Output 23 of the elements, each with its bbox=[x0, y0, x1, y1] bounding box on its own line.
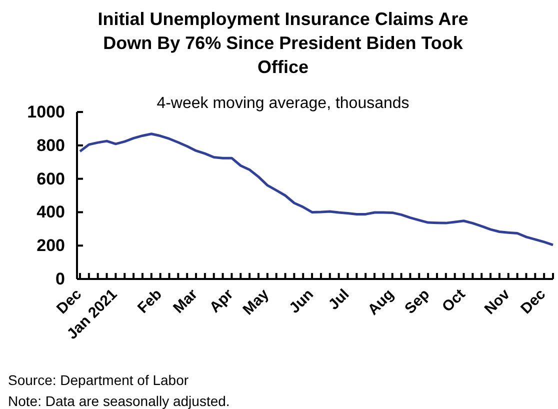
source-note: Source: Department of Labor bbox=[8, 372, 189, 388]
x-tick-label: Aug bbox=[364, 286, 398, 319]
line-series bbox=[78, 132, 554, 246]
text: Note: Data are seasonally adjusted. bbox=[8, 393, 230, 409]
y-tick-label: 200 bbox=[36, 236, 65, 256]
x-tick-label: Oct bbox=[438, 286, 469, 316]
y-tick-label: 0 bbox=[56, 269, 65, 288]
x-tick-label: Jul bbox=[325, 286, 353, 314]
x-tick-label: Nov bbox=[481, 285, 514, 318]
chart-subtitle: 4-week moving average, thousands bbox=[156, 95, 410, 112]
x-tick-label: Jun bbox=[286, 286, 317, 317]
x-tick-label: Sep bbox=[402, 286, 434, 318]
y-tick-label: 400 bbox=[36, 202, 65, 222]
chart-title: Initial Unemployment Insurance Claims Are Down By 76% Since President Biden Took Office bbox=[98, 9, 468, 77]
y-tick-label: 600 bbox=[36, 169, 65, 188]
x-tick-label: May bbox=[240, 285, 273, 319]
x-tick-label: Mar bbox=[170, 286, 202, 317]
y-tick-label: 800 bbox=[36, 136, 65, 155]
x-tick-label: Dec bbox=[518, 286, 550, 318]
x-tick-label: Apr bbox=[206, 286, 237, 316]
y-tick-label: 1000 bbox=[27, 102, 65, 122]
x-tick-label: Feb bbox=[134, 286, 166, 317]
x-tick-label: Dec bbox=[53, 286, 85, 318]
